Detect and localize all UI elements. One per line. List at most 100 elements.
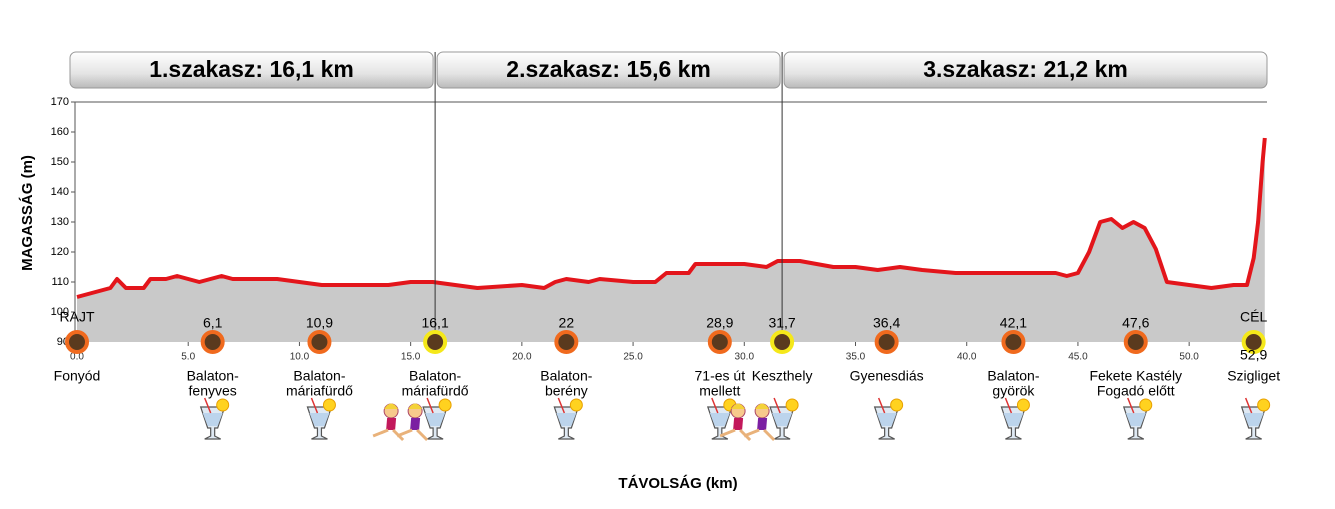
runner-hair bbox=[408, 403, 423, 409]
place-name: Fogadó előtt bbox=[1097, 383, 1175, 399]
drink-icon bbox=[706, 397, 737, 440]
place-name: Szigliget bbox=[1227, 368, 1280, 384]
waypoint-km: 52,9 bbox=[1240, 347, 1267, 363]
x-tick-label: 0.0 bbox=[70, 352, 84, 363]
waypoint-km: 6,1 bbox=[203, 315, 223, 331]
section-box bbox=[783, 51, 1268, 89]
y-tick-label: 150 bbox=[51, 156, 69, 168]
y-tick-label: 140 bbox=[51, 186, 69, 198]
waypoint-marker bbox=[307, 330, 332, 354]
place-name: máriafürdő bbox=[402, 383, 469, 399]
drink-icon bbox=[1000, 397, 1030, 440]
runner-body bbox=[410, 418, 421, 430]
straw bbox=[203, 397, 212, 414]
lemon bbox=[322, 398, 336, 412]
waypoint-km: 36,4 bbox=[873, 315, 900, 331]
place-name: 71-es út bbox=[695, 368, 746, 384]
section-box bbox=[436, 51, 781, 89]
drink bbox=[556, 413, 577, 426]
place-name: Keszthely bbox=[752, 368, 813, 384]
x-tick-label: 35.0 bbox=[846, 352, 866, 363]
waypoint-marker bbox=[423, 330, 448, 354]
place-name: Gyenesdiás bbox=[850, 368, 924, 384]
runner-hair bbox=[755, 403, 770, 409]
x-tick-label: 30.0 bbox=[735, 352, 755, 363]
drink-icon bbox=[553, 397, 583, 440]
drink bbox=[1125, 413, 1146, 426]
runner-body bbox=[386, 418, 397, 430]
y-tick-label: 160 bbox=[51, 126, 69, 138]
lemon bbox=[438, 398, 452, 412]
drink bbox=[876, 413, 897, 426]
waypoint-km: 16,1 bbox=[421, 315, 448, 331]
drink-icon bbox=[422, 397, 452, 440]
lemon bbox=[569, 398, 583, 412]
waypoint-marker bbox=[707, 330, 732, 354]
place-name: fenyves bbox=[189, 383, 237, 399]
straw bbox=[426, 397, 434, 414]
place-name: berény bbox=[545, 383, 588, 399]
waypoint-marker bbox=[1123, 330, 1148, 354]
lemon bbox=[890, 398, 904, 412]
waypoint-km: 47,6 bbox=[1122, 315, 1149, 331]
straw bbox=[310, 397, 319, 414]
drink bbox=[309, 413, 330, 426]
straw bbox=[877, 397, 886, 414]
lemon bbox=[1139, 398, 1153, 412]
runner-legs bbox=[743, 428, 776, 442]
straw bbox=[773, 397, 781, 414]
section-label: 2.szakasz: 15,6 km bbox=[506, 56, 711, 82]
drink-icon bbox=[1122, 397, 1153, 440]
x-tick-label: 50.0 bbox=[1179, 352, 1199, 363]
waypoint-marker bbox=[1001, 330, 1026, 354]
straw bbox=[1127, 397, 1135, 414]
waypoint-flag: CÉL bbox=[1240, 309, 1267, 325]
y-tick-label: 100 bbox=[51, 306, 69, 318]
place-name: györök bbox=[992, 383, 1035, 399]
runner-hair bbox=[384, 403, 399, 409]
runner-body bbox=[757, 418, 768, 430]
place-name: mellett bbox=[699, 383, 740, 399]
elevation-area bbox=[77, 102, 1267, 342]
straw bbox=[1244, 397, 1253, 414]
x-tick-label: 5.0 bbox=[181, 352, 195, 363]
x-tick-label: 10.0 bbox=[290, 352, 310, 363]
y-tick-label: 120 bbox=[51, 246, 69, 258]
runner-legs bbox=[396, 428, 429, 442]
place-name: Balaton- bbox=[987, 368, 1039, 384]
drink bbox=[709, 413, 730, 426]
drink-icon bbox=[1240, 397, 1271, 440]
straw bbox=[1004, 397, 1013, 414]
drink-icon bbox=[873, 397, 904, 440]
straw bbox=[711, 397, 719, 414]
waypoint-marker bbox=[770, 330, 795, 354]
x-tick-label: 40.0 bbox=[957, 352, 977, 363]
x-tick-label: 45.0 bbox=[1068, 352, 1088, 363]
place-name: Fonyód bbox=[54, 368, 101, 384]
place-name: Balaton- bbox=[540, 368, 592, 384]
waypoint-km: 42,1 bbox=[1000, 315, 1027, 331]
drink bbox=[772, 413, 793, 426]
place-name: Fekete Kastély bbox=[1089, 368, 1182, 384]
place-name: máriafürdő bbox=[286, 383, 353, 399]
waypoint-marker bbox=[874, 330, 899, 354]
place-name: Balaton- bbox=[293, 368, 345, 384]
waypoint-marker bbox=[65, 330, 89, 354]
lemon bbox=[785, 398, 799, 412]
waypoint-marker bbox=[200, 330, 225, 354]
drink bbox=[425, 413, 446, 426]
runner-hair bbox=[731, 403, 746, 409]
section-label: 3.szakasz: 21,2 km bbox=[923, 56, 1128, 82]
waypoint-km: 28,9 bbox=[706, 315, 733, 331]
drink bbox=[202, 413, 223, 426]
y-tick-label: 170 bbox=[51, 96, 69, 108]
lemon bbox=[1257, 398, 1271, 412]
elevation-line bbox=[76, 137, 1267, 299]
drink bbox=[1003, 413, 1024, 426]
drink-icon bbox=[199, 397, 230, 440]
lemon bbox=[216, 398, 230, 412]
waypoint-marker bbox=[554, 330, 579, 354]
section-label: 1.szakasz: 16,1 km bbox=[149, 56, 354, 82]
x-tick-label: 25.0 bbox=[623, 352, 643, 363]
